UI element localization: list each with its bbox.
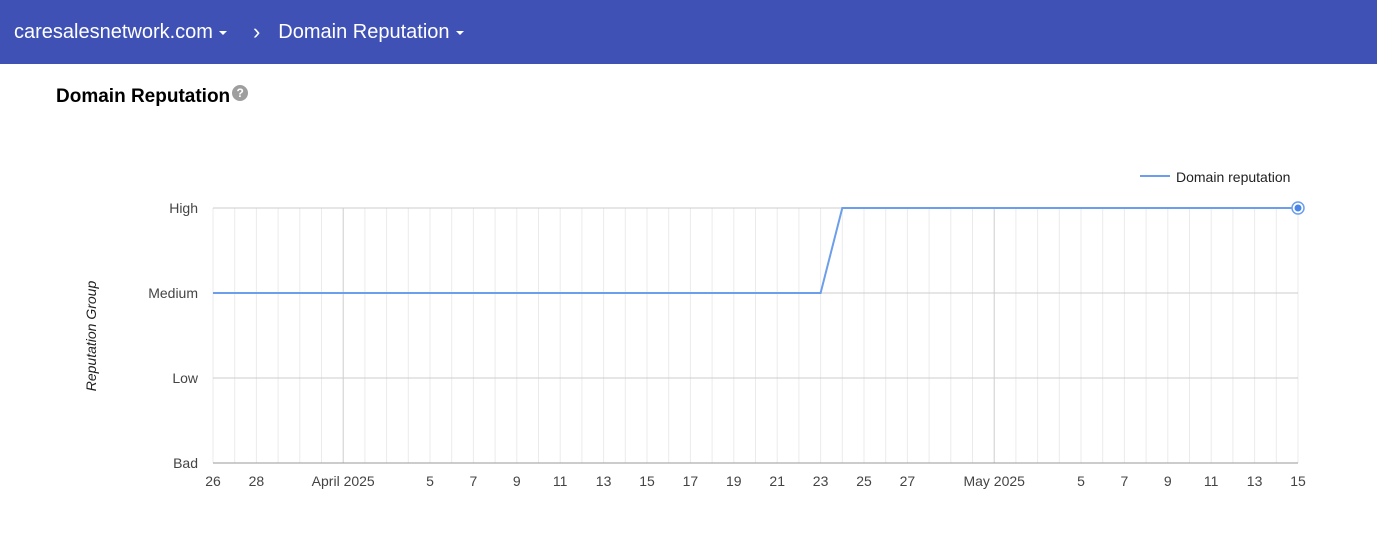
y-tick-label: High xyxy=(169,200,198,216)
x-tick-label: 11 xyxy=(553,473,568,489)
series-line xyxy=(213,207,1298,294)
x-tick-label: 23 xyxy=(813,473,829,489)
x-tick-label: 15 xyxy=(639,473,655,489)
x-tick-label: 19 xyxy=(726,473,742,489)
x-tick-label: 25 xyxy=(856,473,872,489)
domain-selector-label: caresalesnetwork.com xyxy=(14,20,213,43)
x-tick-label: 21 xyxy=(769,473,785,489)
x-tick-label: 27 xyxy=(900,473,916,489)
caret-down-icon xyxy=(455,31,464,35)
x-tick-label: 17 xyxy=(683,473,699,489)
x-tick-label: 5 xyxy=(426,473,434,489)
y-tick-label: Low xyxy=(172,370,199,386)
x-tick-label: 7 xyxy=(470,473,478,489)
y-tick-label: Medium xyxy=(148,285,198,301)
x-tick-label: 26 xyxy=(205,473,221,489)
page-selector[interactable]: Domain Reputation xyxy=(278,20,464,44)
y-axis-label: Reputation Group xyxy=(83,281,99,392)
x-tick-label: 11 xyxy=(1204,473,1219,489)
chevron-right-icon: › xyxy=(252,19,261,44)
domain-selector[interactable]: caresalesnetwork.com xyxy=(14,21,227,44)
x-tick-label: 15 xyxy=(1290,473,1306,489)
section-title-text: Domain Reputation xyxy=(56,86,231,107)
x-tick-label: April 2025 xyxy=(312,473,375,489)
legend-label: Domain reputation xyxy=(1176,169,1290,185)
x-tick-label: 28 xyxy=(249,473,265,489)
x-tick-label: 13 xyxy=(1247,473,1263,489)
x-tick-label: 13 xyxy=(596,473,612,489)
last-point xyxy=(1294,204,1302,212)
top-bar: caresalesnetwork.com › Domain Reputation xyxy=(0,0,1377,64)
x-tick-label: 7 xyxy=(1121,473,1129,489)
help-icon[interactable]: ? xyxy=(232,85,249,101)
section-title: Domain Reputation ? xyxy=(56,85,249,108)
x-tick-label: May 2025 xyxy=(963,473,1025,489)
x-tick-label: 9 xyxy=(513,473,521,489)
x-tick-label: 9 xyxy=(1164,473,1172,489)
caret-down-icon xyxy=(218,31,227,35)
y-tick-label: Bad xyxy=(173,455,198,471)
page-selector-label: Domain Reputation xyxy=(278,20,450,43)
x-tick-label: 5 xyxy=(1077,473,1085,489)
